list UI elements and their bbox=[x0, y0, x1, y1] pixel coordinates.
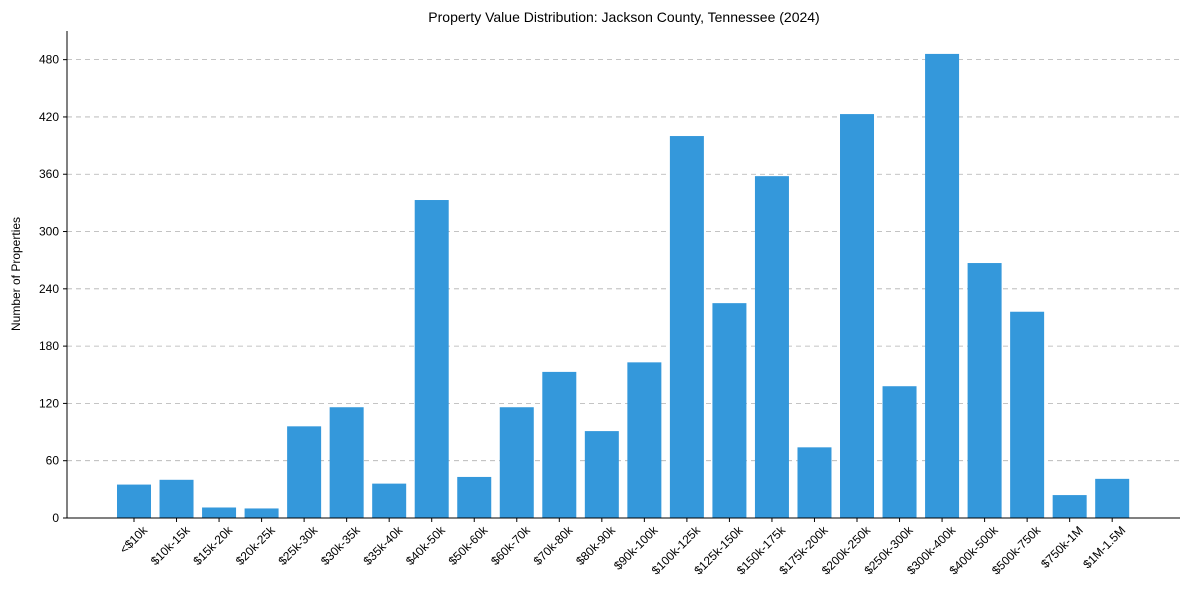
x-tick-label: $35k-40k bbox=[360, 523, 406, 569]
y-tick-label: 60 bbox=[46, 454, 60, 468]
y-tick-label: 0 bbox=[52, 511, 59, 525]
x-tick-label: $30k-35k bbox=[318, 523, 364, 569]
bar bbox=[840, 114, 875, 518]
bar bbox=[754, 176, 789, 519]
bar bbox=[542, 371, 577, 518]
x-tick-label: $70k-80k bbox=[531, 523, 577, 569]
bars bbox=[117, 53, 1130, 519]
bar bbox=[882, 386, 917, 518]
y-tick-label: 180 bbox=[39, 339, 59, 353]
bar bbox=[117, 484, 151, 518]
y-tick-label: 480 bbox=[39, 53, 59, 67]
bar bbox=[414, 200, 449, 519]
bar bbox=[159, 479, 194, 518]
bar bbox=[627, 362, 662, 518]
bar bbox=[287, 426, 322, 518]
x-tick-label: $40k-50k bbox=[403, 523, 449, 569]
x-tick-label: $10k-15k bbox=[148, 523, 194, 569]
x-tick-label: $750k-1M bbox=[1038, 523, 1086, 571]
x-tick-label: $1M-1.5M bbox=[1080, 523, 1128, 571]
bar bbox=[669, 136, 704, 518]
y-axis-label: Number of Properties bbox=[9, 217, 23, 331]
bar bbox=[244, 508, 279, 518]
y-ticks: 0 60 120 180 240 300 360 420 480 bbox=[39, 53, 67, 525]
y-tick-label: 120 bbox=[39, 396, 59, 410]
bar bbox=[712, 303, 747, 518]
bar bbox=[1095, 478, 1130, 518]
y-tick-label: 360 bbox=[39, 167, 59, 181]
bar bbox=[925, 53, 960, 518]
bar bbox=[499, 407, 534, 518]
bar bbox=[797, 447, 832, 518]
x-tick-label: $25k-30k bbox=[275, 523, 321, 569]
bar bbox=[1010, 311, 1045, 518]
bar bbox=[967, 263, 1002, 518]
bar bbox=[1052, 495, 1087, 518]
bar bbox=[457, 476, 492, 518]
x-tick-label: <$10k bbox=[117, 523, 151, 557]
x-ticks: <$10k$10k-15k$15k-20k$20k-25k$25k-30k$30… bbox=[117, 518, 1128, 577]
x-tick-label: $60k-70k bbox=[488, 523, 534, 569]
axes bbox=[66, 31, 1180, 519]
bar bbox=[202, 507, 237, 518]
x-tick-label: $20k-25k bbox=[233, 523, 279, 569]
y-tick-label: 420 bbox=[39, 110, 59, 124]
bar bbox=[372, 483, 407, 518]
x-tick-label: $50k-60k bbox=[446, 523, 492, 569]
y-tick-label: 240 bbox=[39, 282, 59, 296]
x-tick-label: $15k-20k bbox=[190, 523, 236, 569]
bar bbox=[329, 407, 364, 518]
bar bbox=[584, 431, 619, 518]
chart-title: Property Value Distribution: Jackson Cou… bbox=[428, 9, 819, 25]
y-tick-label: 300 bbox=[39, 225, 59, 239]
